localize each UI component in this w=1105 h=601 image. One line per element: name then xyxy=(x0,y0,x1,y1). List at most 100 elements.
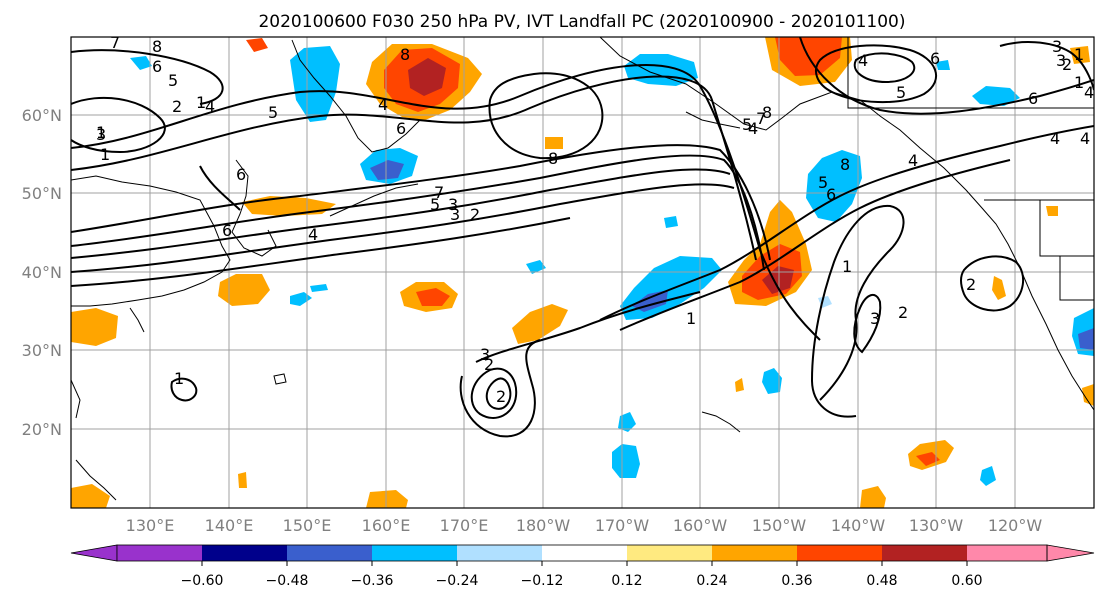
positive-anomaly-area xyxy=(408,58,446,96)
negative-anomaly-area xyxy=(370,160,404,180)
pv-contour-line xyxy=(799,37,1094,115)
contour-label: 4 xyxy=(748,119,758,138)
pv-contour-line xyxy=(71,183,735,273)
longitude-label: 160°W xyxy=(673,516,728,535)
contour-label: 1 xyxy=(174,369,184,388)
longitude-axis-labels: 130°E 140°E 150°E 160°E 170°E 180°W 170°… xyxy=(126,516,1043,535)
positive-anomaly-area xyxy=(238,472,247,488)
contour-label: 8 xyxy=(400,45,410,64)
pv-contour-line xyxy=(459,339,541,438)
pv-contour-line xyxy=(71,96,166,154)
contour-label: 8 xyxy=(840,155,850,174)
pv-contour-line xyxy=(853,52,916,84)
pv-contour-line xyxy=(619,159,1011,331)
positive-anomalies xyxy=(71,37,1094,508)
latitude-label: 60°N xyxy=(22,106,62,125)
contour-label: 8 xyxy=(152,37,162,56)
longitude-label: 130°E xyxy=(126,516,175,535)
longitude-label: 150°W xyxy=(752,516,807,535)
negative-anomaly-area xyxy=(972,86,1020,106)
contour-label: 3 xyxy=(1052,37,1062,56)
north-america-coastline xyxy=(599,37,1094,411)
contour-label: 8 xyxy=(762,103,772,122)
colorbar-tick-label: −0.60 xyxy=(181,573,224,589)
colorbar-swatch xyxy=(882,545,967,561)
contour-label: 2 xyxy=(496,387,506,406)
positive-anomaly-area xyxy=(71,484,110,508)
negative-anomaly-area xyxy=(980,466,996,486)
map-panel: 7 8 6 5 4 3 2 1 8 4 5 6 7 8 6 4 3 2 1 6 xyxy=(70,33,1095,509)
contour-label: 2 xyxy=(484,355,494,374)
colorbar-tick-label: −0.12 xyxy=(521,573,564,589)
positive-anomaly-area xyxy=(545,137,563,149)
kamchatka-coastline xyxy=(291,39,421,153)
contour-label: 3 xyxy=(450,205,460,224)
colorbar-swatch xyxy=(457,545,542,561)
pv-contour-line xyxy=(488,72,604,160)
positive-anomaly-area xyxy=(735,378,744,392)
contour-label: 2 xyxy=(1062,55,1072,74)
contour-label: 5 xyxy=(268,103,278,122)
contour-label: 7 xyxy=(434,183,444,202)
contour-label: 7 xyxy=(756,109,766,128)
hawaii-islands xyxy=(701,411,741,433)
negative-anomaly-area xyxy=(806,150,862,222)
island xyxy=(273,373,287,385)
colorbar-tick-label: −0.48 xyxy=(266,573,309,589)
negative-anomaly-area xyxy=(1078,328,1094,350)
pv-contour-line xyxy=(470,367,518,419)
positive-anomaly-area xyxy=(1070,46,1090,64)
contour-label: 4 xyxy=(378,95,388,114)
colorbar-extend-low xyxy=(70,544,118,562)
longitude-label: 150°E xyxy=(283,516,332,535)
contour-label: 1 xyxy=(842,257,852,276)
negative-anomaly-area xyxy=(612,444,640,478)
contour-label: 3 xyxy=(480,345,490,364)
contour-label: 1 xyxy=(1074,73,1084,92)
contour-label: 3 xyxy=(96,125,106,144)
positive-anomaly-area xyxy=(416,288,450,306)
colorbar-tick-label: −0.24 xyxy=(436,573,479,589)
contour-label: 4 xyxy=(205,97,215,116)
contour-label: 1 xyxy=(686,309,696,328)
colorbar-extend-high xyxy=(1046,544,1095,562)
contour-label: 3 xyxy=(1056,51,1066,70)
contour-label: 6 xyxy=(222,221,232,240)
contour-label: 7 xyxy=(110,33,120,52)
latitude-label: 50°N xyxy=(22,184,62,203)
lat-lon-grid xyxy=(71,37,1094,508)
colorbar-tick-label: 0.48 xyxy=(866,573,897,589)
contour-label: 8 xyxy=(548,149,558,168)
contour-label: 4 xyxy=(1050,129,1060,148)
negative-anomaly-area xyxy=(130,56,152,70)
contour-label: 6 xyxy=(396,119,406,138)
longitude-label: 170°W xyxy=(595,516,650,535)
positive-anomaly-area xyxy=(366,490,408,508)
latitude-label: 30°N xyxy=(22,341,62,360)
contour-labels: 7 8 6 5 4 3 2 1 8 4 5 6 7 8 6 4 3 2 1 6 xyxy=(96,33,1094,406)
contour-label: 1 xyxy=(1074,45,1084,64)
pv-contour-line xyxy=(815,44,937,103)
negative-anomaly-area xyxy=(526,260,546,274)
contour-label: 6 xyxy=(236,165,246,184)
contour-label: 2 xyxy=(898,303,908,322)
colorbar-tick-label: 0.12 xyxy=(611,573,642,589)
coastlines xyxy=(71,37,1094,501)
latitude-axis-labels: 60°N 50°N 40°N 30°N 20°N xyxy=(22,106,62,439)
canada-border xyxy=(847,37,1094,109)
pv-contour-line xyxy=(71,154,765,271)
longitude-label: 130°W xyxy=(909,516,964,535)
contour-label: 1 xyxy=(96,123,106,142)
positive-anomaly-area xyxy=(246,38,268,52)
colorbar-frame xyxy=(116,544,1048,562)
contour-label: 3 xyxy=(448,195,458,214)
pv-contour-line xyxy=(170,377,198,402)
pv-contour-line xyxy=(853,293,882,354)
longitude-label: 140°W xyxy=(831,516,886,535)
negative-anomaly-area xyxy=(664,216,678,228)
contour-label: 2 xyxy=(470,205,480,224)
positive-anomaly-area xyxy=(1082,384,1094,406)
contour-label: 4 xyxy=(908,151,918,170)
japan-coastline xyxy=(231,159,277,257)
pv-contour-line xyxy=(599,125,1094,321)
